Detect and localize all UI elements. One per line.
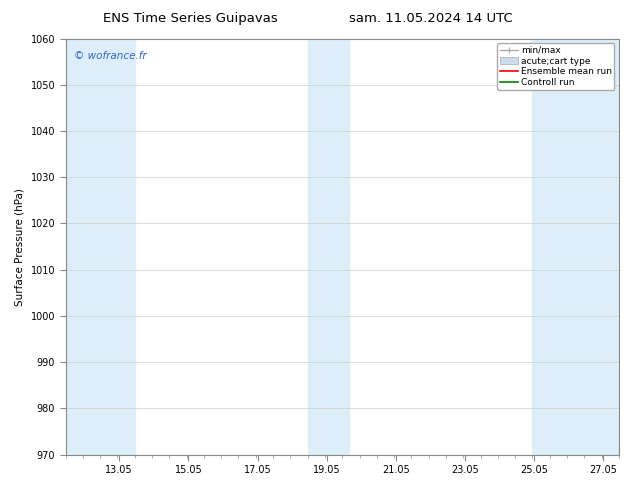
Text: © wofrance.fr: © wofrance.fr xyxy=(74,51,146,61)
Bar xyxy=(307,39,349,455)
Text: sam. 11.05.2024 14 UTC: sam. 11.05.2024 14 UTC xyxy=(349,12,513,25)
Y-axis label: Surface Pressure (hPa): Surface Pressure (hPa) xyxy=(15,188,25,306)
Bar xyxy=(65,39,135,455)
Legend: min/max, acute;cart type, Ensemble mean run, Controll run: min/max, acute;cart type, Ensemble mean … xyxy=(497,43,614,90)
Text: ENS Time Series Guipavas: ENS Time Series Guipavas xyxy=(103,12,278,25)
Bar xyxy=(533,39,619,455)
